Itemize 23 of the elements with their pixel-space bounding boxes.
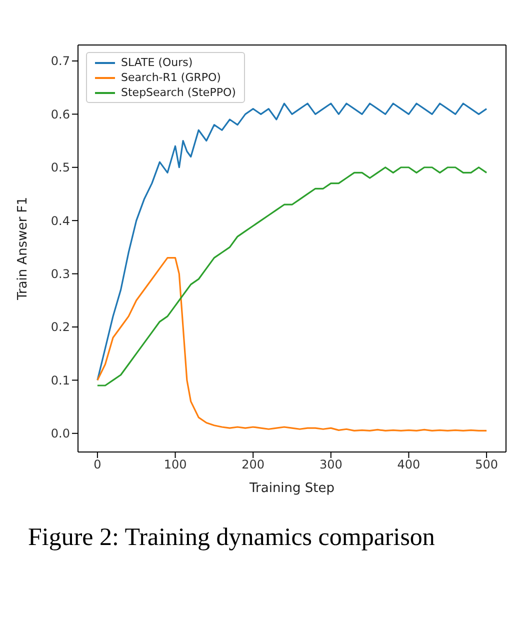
y-tick-label: 0.2 — [50, 320, 70, 334]
y-axis-title: Train Answer F1 — [16, 196, 31, 302]
y-tick-label: 0.3 — [50, 267, 70, 282]
legend-label: Search-R1 (GRPO) — [121, 70, 221, 85]
x-tick-label: 500 — [475, 458, 498, 472]
x-tick-label: 400 — [397, 458, 420, 472]
legend-label: SLATE (Ours) — [121, 55, 193, 70]
y-tick-label: 0.6 — [50, 107, 70, 122]
line-series — [96, 257, 488, 432]
x-tick-label: 100 — [164, 458, 187, 472]
y-tick-label: 0.0 — [50, 426, 70, 441]
y-tick-label: 0.7 — [50, 54, 70, 68]
x-tick-label: 0 — [94, 458, 102, 472]
line-series — [96, 102, 488, 381]
x-tick-label: 300 — [319, 458, 342, 472]
caption: Figure 2: Training dynamics comparison — [28, 523, 436, 553]
line-series — [96, 166, 488, 386]
legend-label: StepSearch (StePPO) — [121, 85, 236, 100]
y-tick-label: 0.5 — [50, 160, 70, 175]
x-axis-title: Training Step — [248, 481, 335, 496]
x-tick-label: 200 — [242, 458, 265, 472]
y-tick-label: 0.1 — [50, 373, 70, 388]
y-tick-label: 0.4 — [50, 214, 70, 228]
